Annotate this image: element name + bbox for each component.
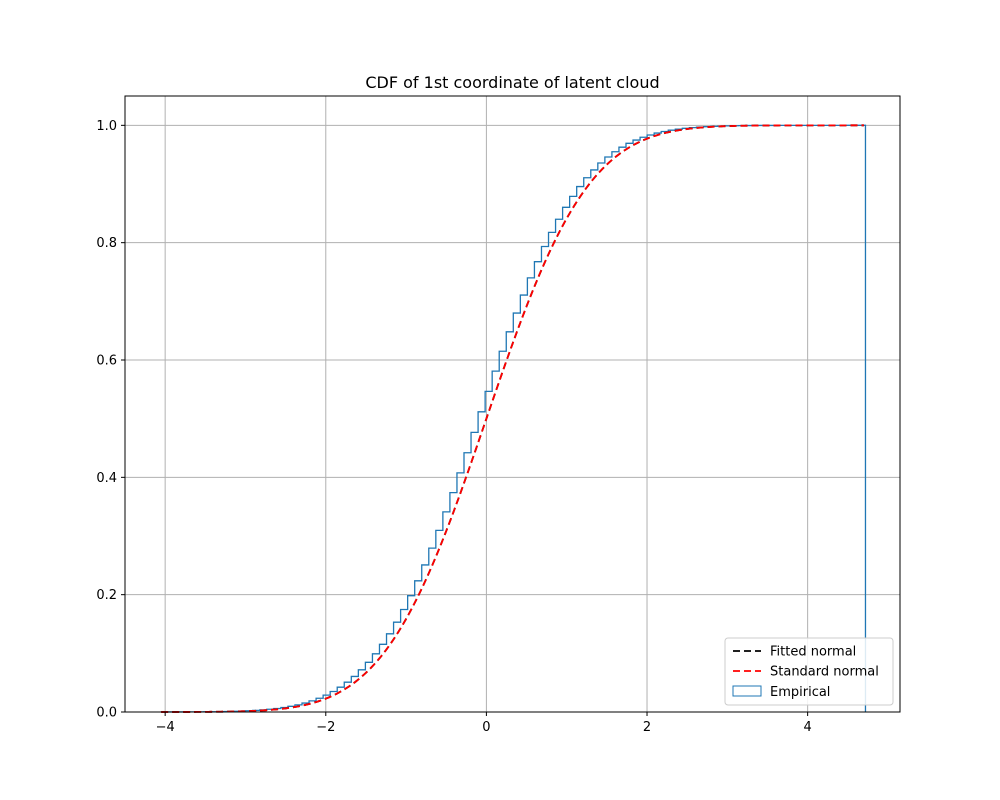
series-layer	[160, 124, 867, 713]
legend-empirical-label: Empirical	[770, 685, 830, 700]
plot-frame	[124, 95, 901, 713]
y-tick-label: 0.6	[96, 354, 117, 369]
y-tick-label: 0.0	[96, 706, 117, 721]
standard-normal-line	[161, 124, 864, 713]
legend: Fitted normal Standard normal Empirical	[724, 637, 894, 706]
y-tick-label: 0.2	[96, 588, 117, 603]
x-axis-ticks: −4 −2 0 2 4	[156, 712, 812, 735]
y-tick-label: 0.4	[96, 471, 117, 486]
chart-title: CDF of 1st coordinate of latent cloud	[365, 73, 659, 92]
x-tick-label: −4	[156, 720, 175, 735]
x-tick-label: −2	[316, 720, 335, 735]
x-tick-label: 2	[643, 720, 651, 735]
y-tick-label: 0.8	[96, 236, 117, 251]
legend-fitted-label: Fitted normal	[770, 645, 856, 660]
y-tick-label: 1.0	[96, 119, 117, 134]
y-axis-ticks: 0.0 0.2 0.4 0.6 0.8 1.0	[96, 119, 125, 721]
legend-standard-label: Standard normal	[770, 665, 879, 680]
legend-box	[724, 637, 894, 706]
x-tick-label: 0	[482, 720, 490, 735]
legend-empirical-swatch	[732, 685, 762, 697]
x-tick-label: 4	[804, 720, 812, 735]
